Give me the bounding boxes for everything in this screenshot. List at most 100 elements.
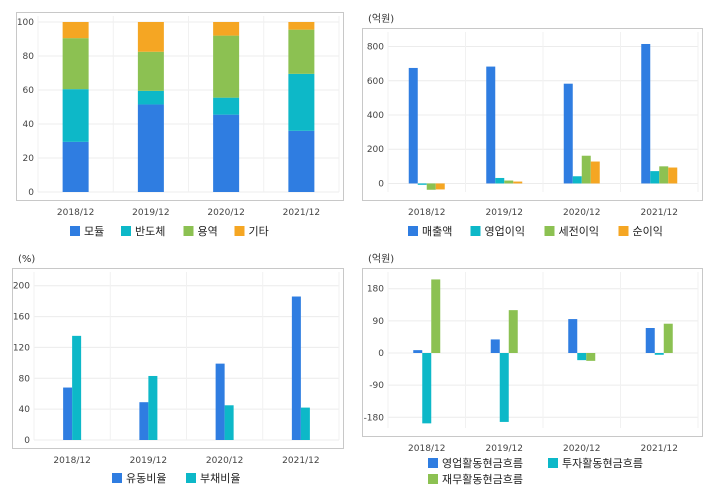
legend-label: 재무활동현금흐름 — [442, 472, 523, 486]
bar-영업이익-2019/12 — [495, 177, 505, 184]
bar-부채비율-2019/12 — [148, 375, 158, 440]
unit-label: (%) — [18, 254, 35, 265]
chart-cashflow: (억원) -180 -90 0 90 180 2018/12 2019/12 2020/12 20… — [362, 253, 703, 486]
bar-유동비율-2020/12 — [215, 363, 225, 440]
bar-부채비율-2020/12 — [224, 405, 234, 440]
legend-swatch — [186, 473, 196, 483]
bar-유동비율-2018/12 — [63, 387, 73, 440]
y-tick-label: 80 — [19, 374, 31, 384]
bar-용역-2019/12 — [137, 51, 164, 91]
x-tick-label: 2021/12 — [641, 208, 678, 218]
bar-재무활동현금흐름-2021/12 — [663, 323, 673, 353]
bar-반도체-2019/12 — [137, 90, 164, 105]
legend-swatch — [112, 473, 122, 483]
bar-매출액-2019/12 — [486, 66, 496, 184]
x-tick-label: 2020/12 — [563, 444, 600, 454]
y-tick-label: 80 — [23, 52, 35, 62]
bar-투자활동현금흐름-2020/12 — [577, 353, 587, 361]
y-tick-label: 40 — [23, 120, 35, 130]
bar-순이익-2018/12 — [435, 183, 445, 190]
bar-유동비율-2021/12 — [291, 296, 301, 440]
bar-반도체-2018/12 — [62, 89, 89, 142]
y-tick-label: 20 — [23, 154, 35, 164]
bar-용역-2020/12 — [213, 35, 240, 98]
bar-용역-2021/12 — [288, 29, 315, 74]
legend-swatch — [544, 226, 555, 236]
bar-재무활동현금흐름-2018/12 — [431, 279, 441, 353]
legend-label: 부채비율 — [200, 472, 240, 485]
bar-영업이익-2020/12 — [572, 176, 582, 184]
bar-세전이익-2019/12 — [504, 180, 514, 184]
legend-swatch — [548, 458, 558, 468]
y-tick-label: 180 — [367, 285, 384, 295]
y-tick-label: 100 — [17, 18, 34, 28]
chart-sales-mix: 0 20 40 60 80 100 2018/12 2019/12 2020/12 2021/12… — [16, 12, 344, 238]
chart-ratios: (%) 0 40 80 120 160 200 2018/12 2019/12 2020/12 20… — [12, 254, 344, 485]
bar-부채비율-2021/12 — [300, 407, 310, 440]
legend-label: 반도체 — [135, 225, 165, 238]
x-tick-label: 2018/12 — [408, 444, 445, 454]
bar-세전이익-2021/12 — [659, 166, 669, 184]
x-tick-label: 2020/12 — [206, 456, 243, 466]
y-tick-label: 200 — [13, 282, 30, 292]
bar-순이익-2021/12 — [668, 167, 678, 184]
bar-모듈-2019/12 — [137, 104, 164, 192]
bar-매출액-2020/12 — [563, 83, 573, 184]
bar-세전이익-2018/12 — [426, 183, 436, 190]
bar-세전이익-2020/12 — [581, 155, 591, 184]
legend-label: 매출액 — [422, 225, 452, 238]
y-tick-label: 120 — [13, 343, 30, 353]
legend-label: 기타 — [249, 225, 269, 238]
bar-영업이익-2021/12 — [650, 171, 660, 184]
legend-swatch — [408, 226, 418, 236]
bar-매출액-2021/12 — [641, 43, 651, 184]
bar-투자활동현금흐름-2021/12 — [654, 353, 664, 355]
legend-label: 유동비율 — [126, 472, 166, 485]
legend-swatch — [428, 474, 438, 484]
x-tick-label: 2019/12 — [130, 456, 167, 466]
x-tick-label: 2020/12 — [207, 208, 244, 218]
bar-재무활동현금흐름-2019/12 — [508, 310, 518, 353]
x-tick-label: 2021/12 — [282, 456, 319, 466]
bar-용역-2018/12 — [62, 38, 89, 90]
y-tick-label: 0 — [378, 349, 384, 359]
legend-label: 영업활동현금흐름 — [442, 456, 523, 470]
bar-부채비율-2018/12 — [72, 335, 82, 440]
y-tick-label: 40 — [19, 405, 31, 415]
unit-label: (억원) — [368, 253, 394, 265]
y-tick-label: 0 — [28, 188, 34, 198]
bar-재무활동현금흐름-2020/12 — [586, 353, 596, 361]
x-tick-label: 2021/12 — [283, 208, 320, 218]
legend-swatch — [428, 458, 438, 468]
legend-label: 모듈 — [84, 225, 104, 238]
legend-label: 세전이익 — [559, 225, 599, 238]
legend-label: 순이익 — [633, 225, 663, 238]
legend-swatch — [70, 226, 80, 236]
y-tick-label: 200 — [367, 145, 384, 155]
bar-기타-2021/12 — [288, 22, 315, 30]
legend-label: 투자활동현금흐름 — [562, 456, 643, 470]
bar-영업활동현금흐름-2020/12 — [568, 319, 578, 353]
bar-순이익-2019/12 — [513, 181, 523, 184]
bar-반도체-2020/12 — [213, 97, 240, 115]
legend-swatch — [183, 226, 194, 236]
bar-모듈-2018/12 — [62, 141, 89, 192]
legend-label: 영업이익 — [485, 225, 525, 238]
chart-income: (억원) 0 200 400 600 800 2018/12 2019/12 2020/12 20… — [362, 13, 703, 238]
y-tick-label: 160 — [13, 313, 30, 323]
y-tick-label: 0 — [24, 436, 30, 446]
y-tick-label: 60 — [23, 86, 35, 96]
bar-기타-2018/12 — [62, 22, 89, 39]
x-tick-label: 2019/12 — [486, 208, 523, 218]
y-tick-label: 90 — [373, 317, 385, 327]
bar-영업이익-2018/12 — [417, 183, 427, 185]
bar-모듈-2020/12 — [213, 114, 240, 192]
x-tick-label: 2018/12 — [408, 208, 445, 218]
x-tick-label: 2020/12 — [563, 208, 600, 218]
bar-유동비율-2019/12 — [139, 402, 149, 440]
bar-투자활동현금흐름-2018/12 — [422, 353, 432, 424]
x-tick-label: 2021/12 — [641, 444, 678, 454]
y-tick-label: -180 — [364, 413, 385, 423]
legend-label: 용역 — [198, 225, 218, 238]
y-tick-label: 600 — [367, 77, 384, 87]
